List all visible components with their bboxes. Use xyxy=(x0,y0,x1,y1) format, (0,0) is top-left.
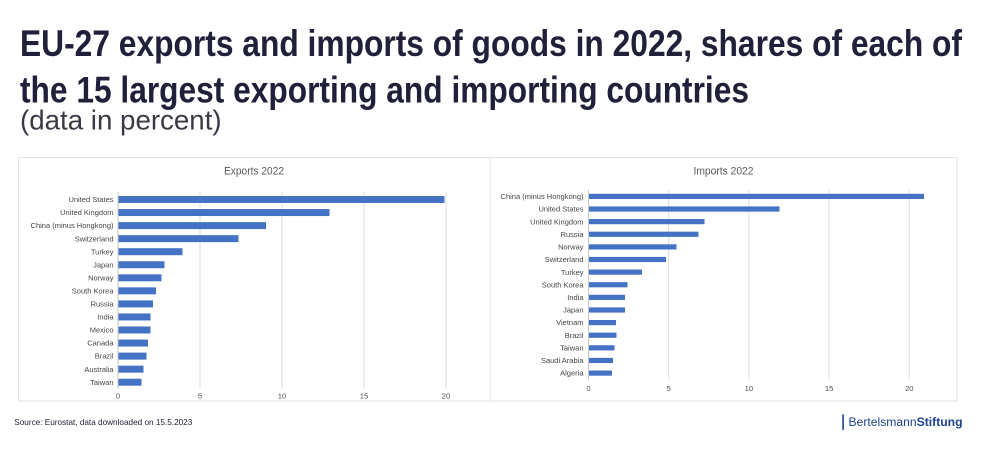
svg-text:Australia: Australia xyxy=(84,365,114,374)
svg-text:EU-27 exports and imports of g: EU-27 exports and imports of goods in 20… xyxy=(20,23,963,64)
svg-text:Norway: Norway xyxy=(558,243,584,252)
svg-text:United Kingdom: United Kingdom xyxy=(60,208,113,217)
svg-text:Turkey: Turkey xyxy=(91,247,114,256)
svg-text:20: 20 xyxy=(905,384,913,393)
svg-text:0: 0 xyxy=(586,384,590,393)
svg-text:BertelsmannStiftung: BertelsmannStiftung xyxy=(849,415,963,429)
svg-text:Switzerland: Switzerland xyxy=(75,234,114,243)
svg-text:Brazil: Brazil xyxy=(565,331,584,340)
svg-text:the 15 largest exporting and i: the 15 largest exporting and importing c… xyxy=(20,70,749,111)
svg-text:India: India xyxy=(97,313,114,322)
svg-text:Taiwan: Taiwan xyxy=(90,378,113,387)
svg-text:Russia: Russia xyxy=(91,300,115,309)
svg-text:Taiwan: Taiwan xyxy=(560,343,583,352)
svg-text:Source: Eurostat, data downloa: Source: Eurostat, data downloaded on 15.… xyxy=(14,418,192,427)
svg-text:Algeria: Algeria xyxy=(560,369,584,378)
svg-text:Vietnam: Vietnam xyxy=(556,318,583,327)
svg-text:Imports 2022: Imports 2022 xyxy=(694,165,754,177)
svg-text:5: 5 xyxy=(198,392,202,401)
svg-text:China (minus Hongkong): China (minus Hongkong) xyxy=(501,192,584,201)
svg-text:15: 15 xyxy=(360,392,368,401)
svg-text:10: 10 xyxy=(278,392,286,401)
svg-text:Turkey: Turkey xyxy=(561,268,584,277)
svg-text:Mexico: Mexico xyxy=(90,326,114,335)
svg-text:Japan: Japan xyxy=(93,260,113,269)
svg-text:United States: United States xyxy=(538,205,583,214)
svg-text:India: India xyxy=(567,293,584,302)
svg-text:Brazil: Brazil xyxy=(95,352,114,361)
svg-text:(data in percent): (data in percent) xyxy=(20,105,222,136)
svg-text:China (minus Hongkong): China (minus Hongkong) xyxy=(31,221,114,230)
svg-text:Russia: Russia xyxy=(561,230,585,239)
svg-text:South Korea: South Korea xyxy=(542,280,585,289)
svg-text:0: 0 xyxy=(116,392,120,401)
svg-text:20: 20 xyxy=(442,392,450,401)
svg-text:Exports 2022: Exports 2022 xyxy=(224,165,284,177)
svg-text:Saudi Arabia: Saudi Arabia xyxy=(541,356,584,365)
svg-text:5: 5 xyxy=(667,384,671,393)
svg-text:Canada: Canada xyxy=(87,339,114,348)
svg-text:10: 10 xyxy=(745,384,753,393)
svg-text:South Korea: South Korea xyxy=(72,286,115,295)
svg-text:Japan: Japan xyxy=(563,306,583,315)
svg-text:United Kingdom: United Kingdom xyxy=(530,217,583,226)
svg-text:15: 15 xyxy=(825,384,833,393)
svg-text:United States: United States xyxy=(68,195,113,204)
svg-text:Switzerland: Switzerland xyxy=(545,255,584,264)
svg-text:Norway: Norway xyxy=(88,273,114,282)
